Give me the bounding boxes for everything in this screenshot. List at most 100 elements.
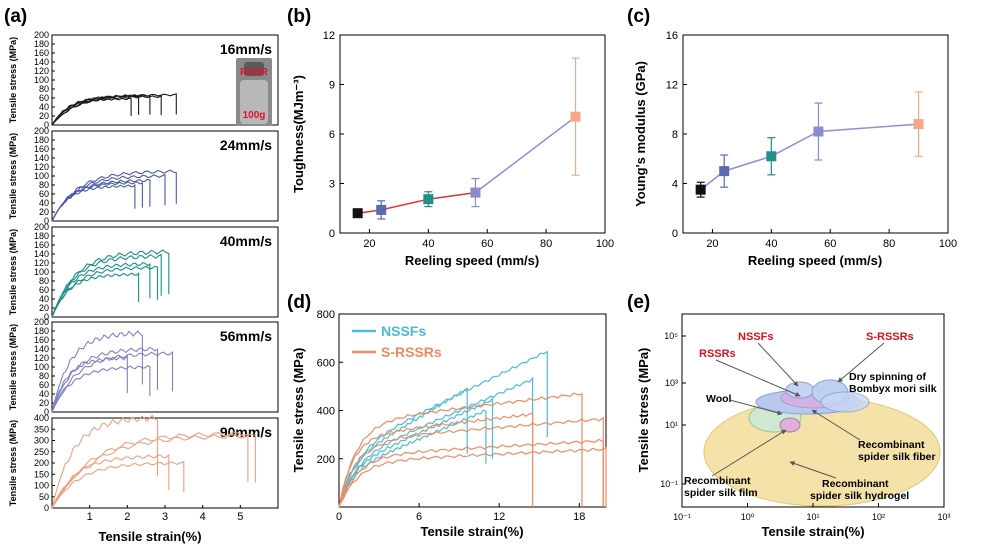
stress-strain-curve-nssfs <box>338 387 468 507</box>
y-tick-label: 140 <box>34 249 49 259</box>
subplot-ylabel: Tensile stress (MPa) <box>8 133 18 219</box>
y-tick-label: 9 <box>329 80 335 92</box>
y-tick-label: 180 <box>34 326 49 336</box>
y-tick-label: 180 <box>34 135 49 145</box>
y-tick-label: 16 <box>666 30 678 42</box>
trend-line <box>700 123 919 191</box>
stress-strain-curve-nssfs <box>338 350 548 508</box>
stress-strain-curve <box>51 97 132 126</box>
y-tick-label: 100 <box>34 75 49 85</box>
x-tick-label: 0 <box>336 511 342 523</box>
y-tick-label: 12 <box>666 80 678 92</box>
y-tick-label: 0 <box>44 503 49 513</box>
y-tick-label: 60 <box>39 93 49 103</box>
y-tick-label: 60 <box>39 380 49 390</box>
weight-knob <box>244 62 264 76</box>
panel-c-xlabel: Reeling speed (mm/s) <box>748 253 882 268</box>
stress-strain-curve-srssrs <box>338 416 604 507</box>
y-tick-label: 250 <box>34 447 49 457</box>
stress-strain-curve <box>51 173 166 222</box>
speed-label: 24mm/s <box>220 137 272 153</box>
y-tick-label: 150 <box>34 469 49 479</box>
panel-a: 02040608010012014016018020016mm/sTensile… <box>8 30 279 523</box>
y-tick-label: 120 <box>34 258 49 268</box>
stress-strain-curve <box>51 183 136 222</box>
y-tick-label: 100 <box>34 481 49 491</box>
y-tick-label: 200 <box>34 317 49 327</box>
y-tick-label: 50 <box>39 492 49 502</box>
y-tick-label: 0 <box>44 120 49 130</box>
y-tick-label: 140 <box>34 344 49 354</box>
y-tick-label: 0 <box>329 228 335 240</box>
y-tick-label: 160 <box>34 240 49 250</box>
stress-strain-curve <box>51 265 159 318</box>
y-tick-label: 100 <box>34 171 49 181</box>
x-tick-label: 10³ <box>937 512 950 522</box>
panel-b-frame <box>339 34 606 234</box>
x-tick-label: 18 <box>573 511 585 523</box>
y-tick-label: 20 <box>39 111 49 121</box>
y-tick-label: 20 <box>39 207 49 217</box>
subplot-ylabel: Tensile stress (MPa) <box>8 229 18 315</box>
trend-line <box>474 116 577 194</box>
data-point <box>470 187 481 198</box>
x-tick-label: 5 <box>237 511 243 523</box>
y-tick-label: 60 <box>39 189 49 199</box>
stress-strain-curve <box>51 414 159 509</box>
stress-strain-curve <box>51 433 256 509</box>
y-tick-label: 100 <box>34 267 49 277</box>
y-tick-label: 160 <box>34 335 49 345</box>
arrow-s-rssrs <box>837 342 885 383</box>
x-tick-label: 20 <box>706 238 718 250</box>
subplot-ylabel: Tensile stress (MPa) <box>8 37 18 123</box>
trend-line <box>357 191 476 214</box>
subplot-ylabel: Tensile stress (MPa) <box>8 324 18 410</box>
stress-strain-curve-nssfs <box>338 376 534 507</box>
panel-d-xlabel: Tensile strain(%) <box>420 524 523 539</box>
stress-strain-curve <box>51 330 143 413</box>
y-tick-label: 200 <box>34 222 49 232</box>
stress-strain-curve-nssfs <box>338 396 494 506</box>
panel-label-e: (e) <box>627 292 650 313</box>
y-tick-label: 120 <box>34 162 49 172</box>
label-wool: Wool <box>706 393 732 405</box>
panel-label-a: (a) <box>4 6 27 27</box>
panel-d: 0 6 12 18 200 400 600 800 NSSFs S-RSSRs <box>317 309 607 523</box>
speed-label: 16mm/s <box>220 41 272 57</box>
subplot-ylabel: Tensile stress (MPa) <box>8 420 18 506</box>
panel-c: 20 40 60 80 100 0 4 8 12 16 <box>666 30 957 250</box>
region-film <box>779 417 801 433</box>
stress-strain-curve <box>51 355 128 413</box>
y-tick-label: 3 <box>329 179 335 191</box>
y-tick-label: 120 <box>34 353 49 363</box>
x-tick-label: 10² <box>872 512 885 522</box>
panel-b-ylabel: Toughness(MJm⁻³) <box>291 75 306 193</box>
x-tick-label: 12 <box>493 511 505 523</box>
stress-strain-curve-srssrs <box>338 412 534 507</box>
label-dry-2: Bombyx mori silk <box>849 383 937 395</box>
y-tick-label: 200 <box>34 30 49 40</box>
y-tick-label: 10⁵ <box>664 331 678 341</box>
speed-label: 56mm/s <box>220 328 272 344</box>
data-point <box>352 208 363 219</box>
y-tick-label: 180 <box>34 39 49 49</box>
x-tick-label: 100 <box>596 238 614 250</box>
legend-label-nssfs: NSSFs <box>381 323 426 339</box>
y-tick-label: 140 <box>34 153 49 163</box>
stress-strain-curve <box>51 262 151 318</box>
y-tick-label: 350 <box>34 424 49 434</box>
y-tick-label: 180 <box>34 231 49 241</box>
y-tick-label: 140 <box>34 57 49 67</box>
y-tick-label: 600 <box>317 357 335 369</box>
x-tick-label: 2 <box>124 511 130 523</box>
panel-d-frame <box>338 313 607 508</box>
label-fiber-2: spider silk fiber <box>858 451 936 463</box>
y-tick-label: 400 <box>317 406 335 418</box>
inset-label-bottom: 100g <box>243 110 266 121</box>
data-point <box>423 194 434 205</box>
arrow-nssfs <box>757 342 799 387</box>
inset-weight-photo: RSSR 100g <box>236 58 272 126</box>
